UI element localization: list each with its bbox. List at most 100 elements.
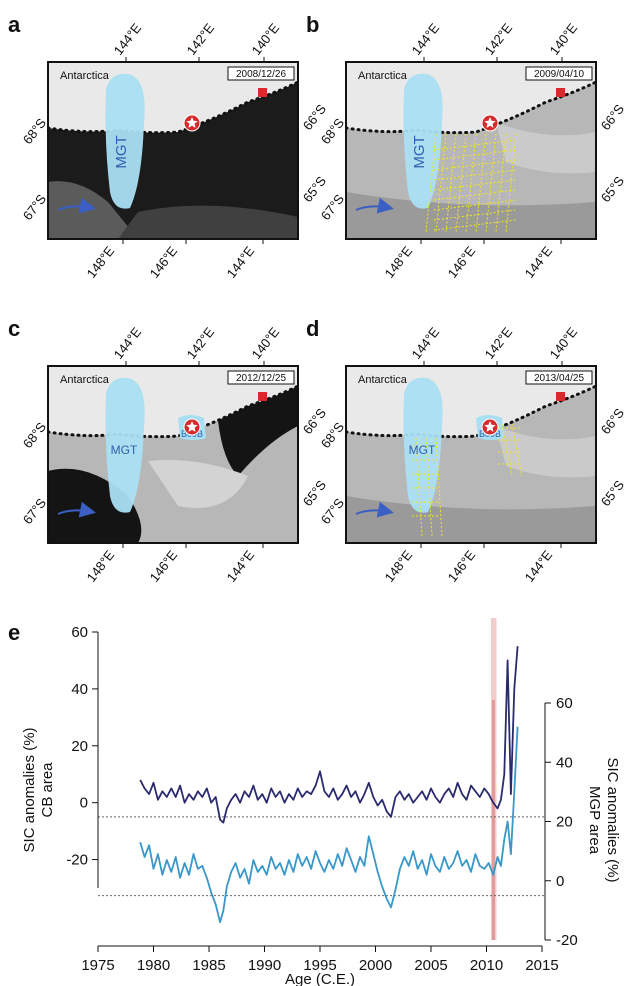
lon-label-bottom: 148°E — [382, 243, 416, 281]
mgt-label: MGT — [409, 443, 436, 457]
grid-line — [465, 133, 477, 233]
x-tick-label: 1990 — [248, 957, 281, 974]
grid-line — [435, 133, 447, 233]
lat-label-left: 68°S — [20, 115, 49, 147]
lon-label-top: 144°E — [111, 324, 145, 362]
right-tick-label: 60 — [556, 695, 573, 712]
lon-label-bottom: 148°E — [84, 243, 118, 281]
grid-line — [433, 199, 517, 211]
x-tick-label: 1985 — [192, 957, 225, 974]
lat-label-left: 68°S — [318, 419, 347, 451]
glacier-tongue — [403, 377, 443, 513]
lon-label-bottom: 144°E — [522, 243, 556, 281]
grid-line — [425, 437, 433, 537]
map-image — [346, 366, 596, 543]
cb-area-series — [139, 646, 519, 824]
lat-label-right: 66°S — [598, 405, 627, 437]
lon-label-top: 142°E — [482, 20, 516, 58]
glacier-tongue — [105, 377, 145, 513]
grid-line — [475, 133, 487, 233]
panel-letter: e — [8, 620, 20, 645]
square-marker — [258, 88, 267, 97]
lat-label-left: 68°S — [20, 419, 49, 451]
current-arrow — [57, 197, 96, 214]
place-label: Antarctica — [60, 70, 110, 82]
grid-line — [415, 437, 423, 537]
x-tick-label: 2015 — [525, 957, 558, 974]
map-panels: MGT a Antarctica 2008/12/26 144°E 142°E 140°E 1… — [8, 12, 627, 585]
lon-label-top: 140°E — [547, 324, 581, 362]
left-tick-label: -20 — [66, 852, 88, 869]
star-icon — [484, 421, 496, 432]
place-label: Antarctica — [60, 374, 110, 386]
lon-label-top: 144°E — [409, 20, 443, 58]
grid-line — [501, 423, 513, 477]
star-icon — [186, 117, 198, 128]
lat-label-left: 67°S — [318, 191, 347, 223]
grid-line — [425, 133, 437, 233]
lat-label-left: 67°S — [318, 495, 347, 527]
grid-line — [433, 149, 517, 161]
left-tick-label: 60 — [71, 624, 88, 641]
grid-line — [445, 133, 457, 233]
grid-line — [433, 189, 517, 201]
right-axis-label: SIC anomalies (%) — [604, 757, 621, 882]
pack-ice — [118, 205, 298, 239]
date-box — [525, 66, 593, 81]
x-tick-label: 1980 — [137, 957, 170, 974]
right-tick-label: 40 — [556, 754, 573, 771]
lon-label-bottom: 144°E — [224, 547, 258, 585]
left-tick-label: 40 — [71, 681, 88, 698]
current-arrow — [355, 197, 394, 214]
right-tick-label: -20 — [556, 932, 578, 949]
map-frame — [345, 365, 597, 544]
grid-line — [505, 133, 517, 233]
grid-line — [433, 179, 517, 191]
lon-label-bottom: 146°E — [445, 243, 479, 281]
yellow-grid — [412, 423, 523, 537]
lon-label-bottom: 144°E — [522, 547, 556, 585]
x-tick-label: 1995 — [303, 957, 336, 974]
map-panel-a: MGT a Antarctica 2008/12/26 144°E 142°E 140°E 1… — [8, 12, 329, 281]
star-icon — [186, 421, 198, 432]
square-marker — [556, 88, 565, 97]
x-tick-label: 1975 — [81, 957, 114, 974]
date-label: 2009/04/10 — [534, 69, 584, 80]
panel-letter: d — [306, 316, 319, 341]
sea-ice — [496, 122, 596, 174]
right-tick-label: 0 — [556, 873, 564, 890]
mgt-label: MGT — [113, 135, 130, 168]
map-frame — [345, 61, 597, 240]
sea-ice — [496, 426, 596, 478]
left-axis-sublabel: CB area — [39, 762, 56, 818]
lat-label-right: 65°S — [300, 477, 329, 509]
square-marker — [556, 392, 565, 401]
date-label: 2008/12/26 — [236, 69, 286, 80]
x-axis-label: Age (C.E.) — [285, 971, 355, 986]
lon-label-bottom: 148°E — [84, 547, 118, 585]
panel-letter: c — [8, 316, 20, 341]
grid-line — [511, 423, 523, 477]
yellow-grid — [425, 133, 517, 233]
lon-label-top: 142°E — [184, 324, 218, 362]
grid-line — [455, 133, 467, 233]
grid-line — [433, 159, 517, 171]
lat-label-left: 67°S — [20, 191, 49, 223]
map-image — [48, 366, 298, 543]
lon-label-bottom: 146°E — [147, 243, 181, 281]
lat-label-left: 68°S — [318, 115, 347, 147]
lon-label-top: 140°E — [547, 20, 581, 58]
lat-label-left: 67°S — [20, 495, 49, 527]
panel-letter: b — [306, 12, 319, 37]
lat-label-right: 65°S — [300, 173, 329, 205]
x-tick-label: 2010 — [470, 957, 503, 974]
current-arrow — [355, 501, 394, 518]
x-tick-label: 2000 — [359, 957, 392, 974]
left-axis-label: SIC anomalies (%) — [21, 727, 38, 852]
date-box — [525, 370, 593, 385]
grid-line — [485, 133, 497, 233]
date-box — [227, 370, 295, 385]
open-water — [218, 376, 298, 476]
date-label: 2013/04/25 — [534, 373, 584, 384]
